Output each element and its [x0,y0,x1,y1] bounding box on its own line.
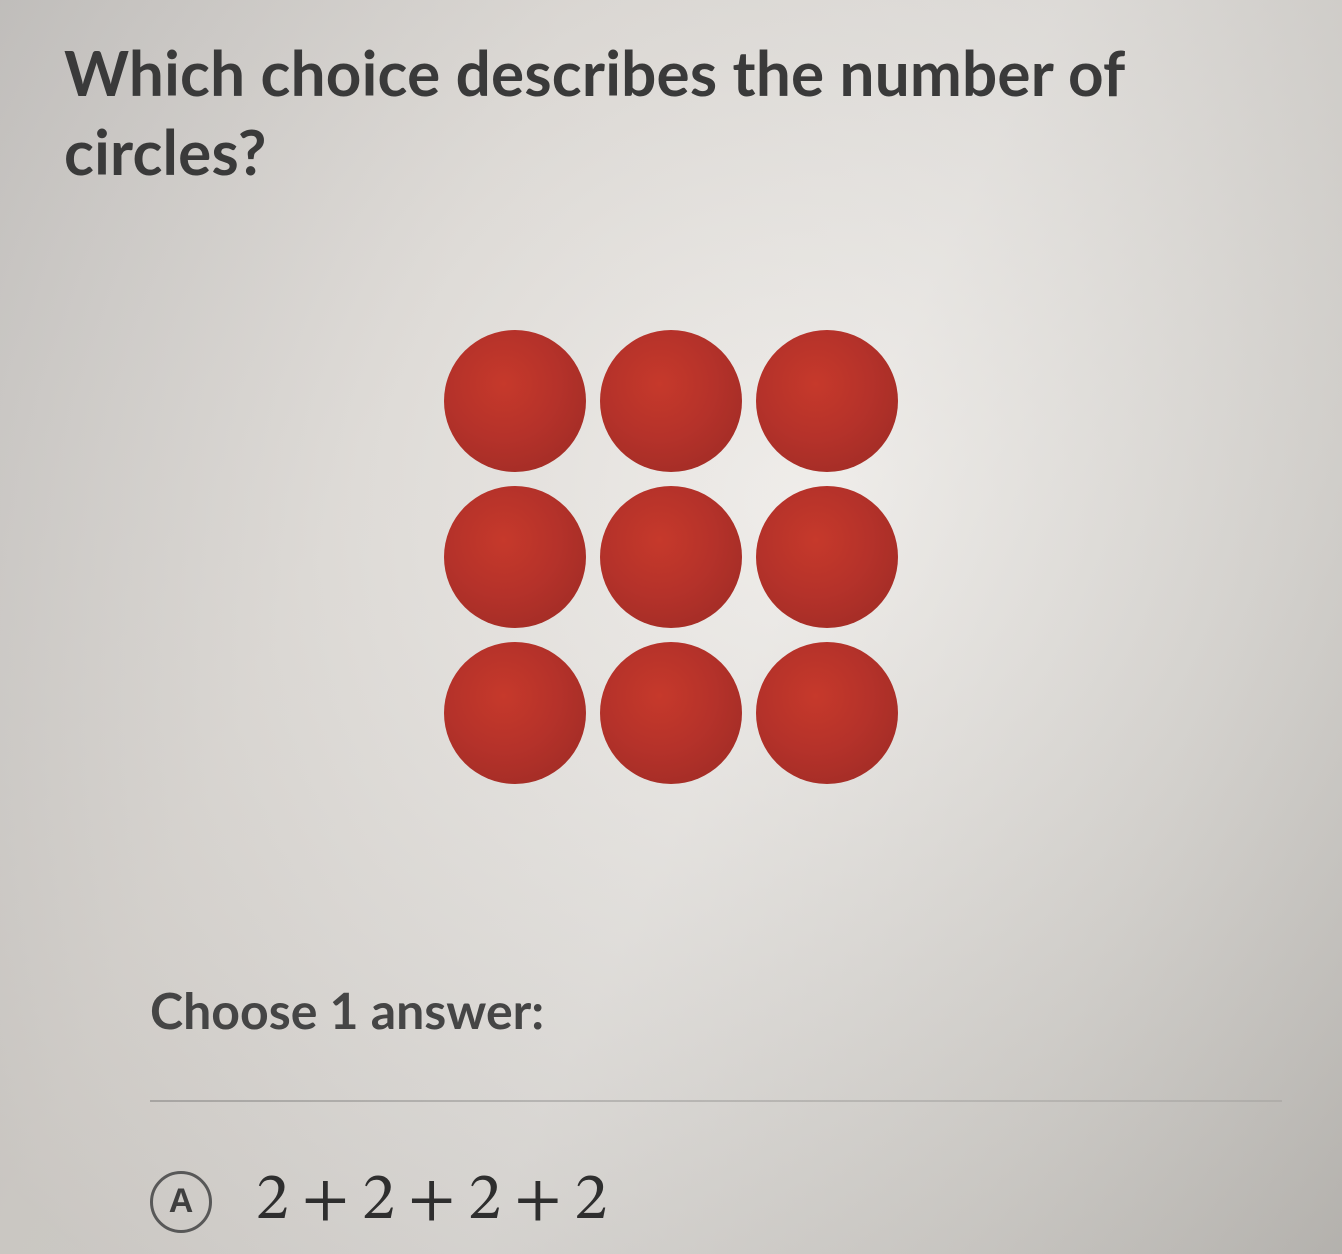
circle-dot [600,330,742,472]
plus-icon: + [408,1160,457,1243]
circle-dot [444,486,586,628]
answer-option-a[interactable]: A 2+2+2+2 [150,1160,608,1243]
circle-dot [600,642,742,784]
expr-num: 2 [575,1168,609,1234]
circle-dot [600,486,742,628]
circle-row [444,330,898,472]
expr-num: 2 [362,1168,396,1234]
expr-num: 2 [256,1168,290,1234]
circle-dot [756,330,898,472]
option-expression: 2+2+2+2 [256,1160,608,1243]
circle-dot [756,486,898,628]
divider-line [150,1100,1282,1102]
question-text: Which choice describes the number of cir… [64,34,1302,193]
plus-icon: + [514,1160,563,1243]
expr-num: 2 [468,1168,502,1234]
option-letter-badge: A [150,1171,212,1233]
circle-dot [444,642,586,784]
circle-row [444,486,898,628]
circle-dot [444,330,586,472]
circle-dot [756,642,898,784]
circle-row [444,642,898,784]
circle-array [444,330,898,784]
choose-instruction: Choose 1 answer: [150,980,544,1040]
plus-icon: + [302,1160,351,1243]
